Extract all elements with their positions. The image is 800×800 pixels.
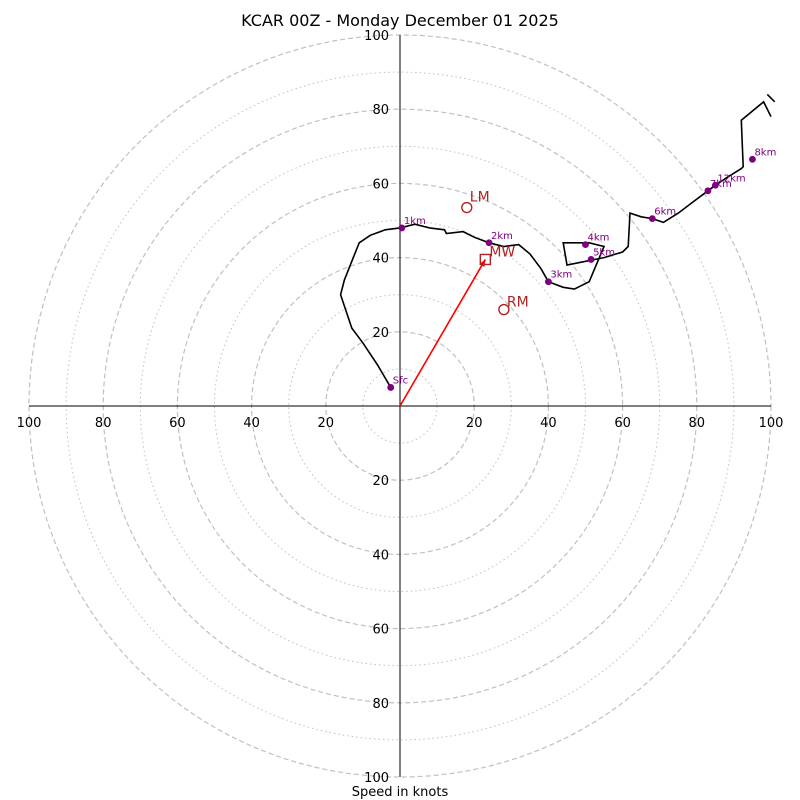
left-mover-label: LM xyxy=(470,190,490,206)
trace-tail xyxy=(766,93,776,103)
height-marker xyxy=(587,256,595,263)
x-tick-label: 20 xyxy=(318,416,335,431)
trace-line xyxy=(339,100,772,388)
right-mover-marker xyxy=(498,303,510,316)
right-mover-label: RM xyxy=(507,295,529,311)
x-tick-label: 100 xyxy=(17,416,42,431)
height-label: 3km xyxy=(550,270,572,281)
height-label: 7km xyxy=(710,179,732,190)
x-tick-label: 20 xyxy=(466,416,483,431)
height-marker xyxy=(387,384,395,391)
y-tick-label: 80 xyxy=(372,103,389,118)
height-label: 2km xyxy=(491,231,513,242)
storm-motion-markers: LM RM MW xyxy=(461,190,529,316)
x-tick-label: 80 xyxy=(95,416,112,431)
y-tick-label: 60 xyxy=(372,177,389,192)
x-tick-label: 100 xyxy=(759,416,784,431)
mean-wind-marker xyxy=(479,253,492,266)
height-label: 8km xyxy=(754,147,776,158)
x-tick-label: 80 xyxy=(689,416,706,431)
mean-wind-label: MW xyxy=(489,244,515,260)
x-axis-label: Speed in knots xyxy=(352,785,449,800)
height-label: 5km xyxy=(593,247,615,258)
y-tick-label: 40 xyxy=(372,252,389,267)
height-marker xyxy=(711,181,719,189)
y-tick-label: 100 xyxy=(364,29,389,44)
height-label: 6km xyxy=(654,207,676,218)
y-tick-label: 80 xyxy=(372,697,389,712)
height-marker xyxy=(582,241,589,249)
height-marker xyxy=(704,187,712,195)
y-tick-label: 100 xyxy=(364,771,389,786)
y-tick-label: 40 xyxy=(372,548,389,563)
height-marker xyxy=(648,215,656,223)
left-mover-marker xyxy=(461,201,473,214)
y-tick-label: 60 xyxy=(372,623,389,638)
height-label: 1km xyxy=(404,216,426,227)
x-tick-label: 60 xyxy=(169,416,186,431)
y-tick-label: 20 xyxy=(372,474,389,489)
height-marker xyxy=(545,278,552,286)
height-label: 4km xyxy=(588,233,610,244)
height-label: Sfc xyxy=(393,375,408,386)
height-label: 12km xyxy=(717,173,745,184)
chart-title: KCAR 00Z - Monday December 01 2025 xyxy=(241,11,559,30)
height-marker xyxy=(485,239,493,247)
x-tick-label: 60 xyxy=(614,416,631,431)
height-marker xyxy=(749,155,756,163)
height-marker xyxy=(398,224,406,232)
hodograph-trace xyxy=(339,93,776,388)
vector-line xyxy=(399,259,487,407)
tick-labels: 100 80 60 40 20 20 40 60 80 100 100 80 60 40 20 20 40 60 8… xyxy=(17,29,784,786)
x-tick-label: 40 xyxy=(243,416,260,431)
x-tick-label: 40 xyxy=(540,416,557,431)
y-tick-label: 20 xyxy=(372,326,389,341)
